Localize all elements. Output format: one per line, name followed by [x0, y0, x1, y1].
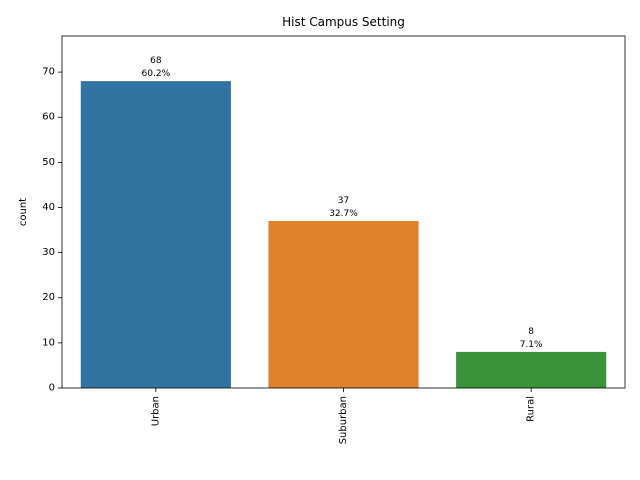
x-axis: Urban Suburban Rural — [150, 388, 537, 444]
y-tick-label: 0 — [49, 383, 55, 394]
data-label-percent-urban: 60.2% — [142, 69, 171, 79]
chart-title: Hist Campus Setting — [282, 15, 405, 29]
data-label-count-suburban: 37 — [338, 196, 349, 206]
x-tick-label: Rural — [526, 396, 537, 422]
y-tick-label: 70 — [42, 67, 55, 78]
bars-layer — [80, 81, 607, 388]
y-tick-label: 60 — [42, 112, 55, 123]
y-axis-title: count — [18, 198, 29, 226]
y-axis: 0 10 20 30 40 50 60 70 — [42, 67, 62, 394]
bar-rural — [456, 351, 607, 388]
x-tick-label: Urban — [150, 396, 161, 426]
data-labels-layer: 68 60.2% 37 32.7% 8 7.1% — [142, 56, 544, 350]
y-tick-label: 50 — [42, 157, 55, 168]
x-tick-label: Suburban — [338, 396, 349, 444]
bar-urban — [80, 81, 231, 388]
y-tick-label: 40 — [42, 202, 55, 213]
data-label-count-rural: 8 — [528, 327, 534, 337]
bar-suburban — [268, 221, 419, 388]
y-tick-label: 10 — [42, 337, 55, 348]
y-tick-label: 30 — [42, 247, 55, 258]
data-label-percent-rural: 7.1% — [520, 340, 543, 350]
data-label-count-urban: 68 — [150, 56, 162, 66]
y-tick-label: 20 — [42, 292, 55, 303]
data-label-percent-suburban: 32.7% — [329, 209, 358, 219]
